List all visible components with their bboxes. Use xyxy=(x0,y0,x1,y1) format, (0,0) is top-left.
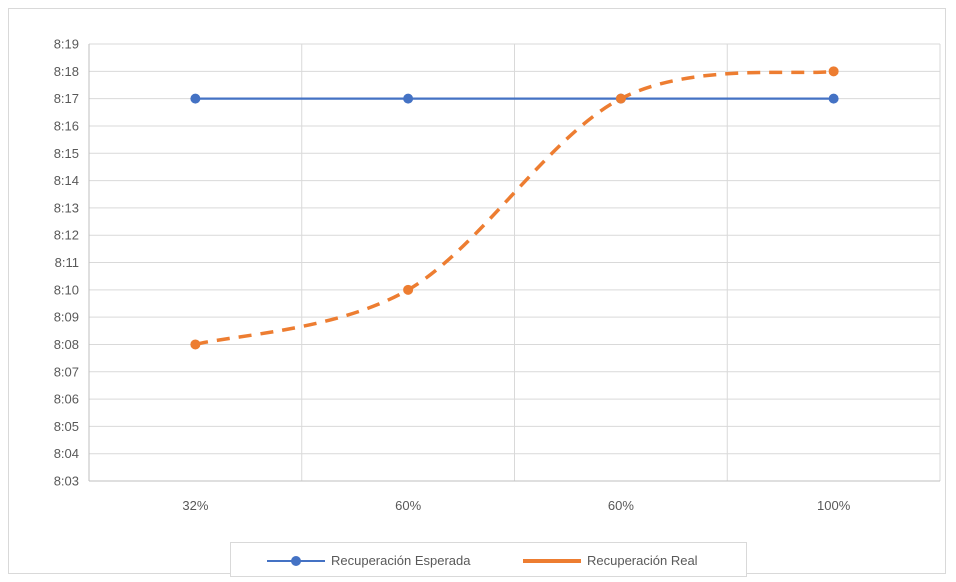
x-tick-label: 60% xyxy=(395,498,421,513)
data-point xyxy=(190,339,201,350)
y-tick-label: 8:07 xyxy=(54,364,79,379)
y-tick-label: 8:06 xyxy=(54,392,79,407)
legend-label-real: Recuperación Real xyxy=(587,553,698,568)
data-point xyxy=(828,66,839,77)
axes xyxy=(88,44,940,482)
series-line xyxy=(194,69,834,347)
data-point xyxy=(615,93,626,104)
data-point xyxy=(190,93,201,104)
data-point xyxy=(403,93,414,104)
y-tick-label: 8:10 xyxy=(54,282,79,297)
y-tick-label: 8:17 xyxy=(54,91,79,106)
y-tick-label: 8:15 xyxy=(54,146,79,161)
y-tick-label: 8:19 xyxy=(54,37,79,52)
legend-label-esperada: Recuperación Esperada xyxy=(331,553,471,568)
series-esperada xyxy=(190,93,839,104)
y-tick-label: 8:09 xyxy=(54,310,79,325)
y-tick-label: 8:14 xyxy=(54,173,79,188)
x-tick-labels: 32% 60% 60% 100% xyxy=(182,498,850,513)
y-tick-label: 8:03 xyxy=(54,474,79,489)
y-tick-label: 8:05 xyxy=(54,419,79,434)
y-tick-label: 8:08 xyxy=(54,337,79,352)
y-tick-label: 8:11 xyxy=(55,255,79,270)
gridlines xyxy=(89,43,941,481)
series-real xyxy=(190,66,839,350)
series-layer xyxy=(190,66,839,350)
y-tick-label: 8:13 xyxy=(54,200,79,215)
x-tick-label: 32% xyxy=(182,498,208,513)
legend-item-real: Recuperación Real xyxy=(523,543,698,578)
y-tick-label: 8:18 xyxy=(54,64,79,79)
x-tick-label: 60% xyxy=(608,498,634,513)
legend-swatch-solid-line xyxy=(267,555,325,566)
legend-swatch-dashed-line xyxy=(523,558,581,563)
x-tick-label: 100% xyxy=(817,498,851,513)
data-point xyxy=(403,284,414,295)
legend-item-esperada: Recuperación Esperada xyxy=(267,543,470,578)
y-tick-labels: 8:03 8:04 8:05 8:06 8:07 8:08 8:09 8:10 8:11 8:12… xyxy=(54,37,79,489)
data-point xyxy=(828,93,839,104)
y-tick-label: 8:12 xyxy=(54,228,79,243)
legend: Recuperación Esperada Recuperación Real xyxy=(230,542,747,577)
y-tick-label: 8:16 xyxy=(54,118,79,133)
chart-frame xyxy=(8,8,946,574)
y-tick-label: 8:04 xyxy=(54,446,79,461)
